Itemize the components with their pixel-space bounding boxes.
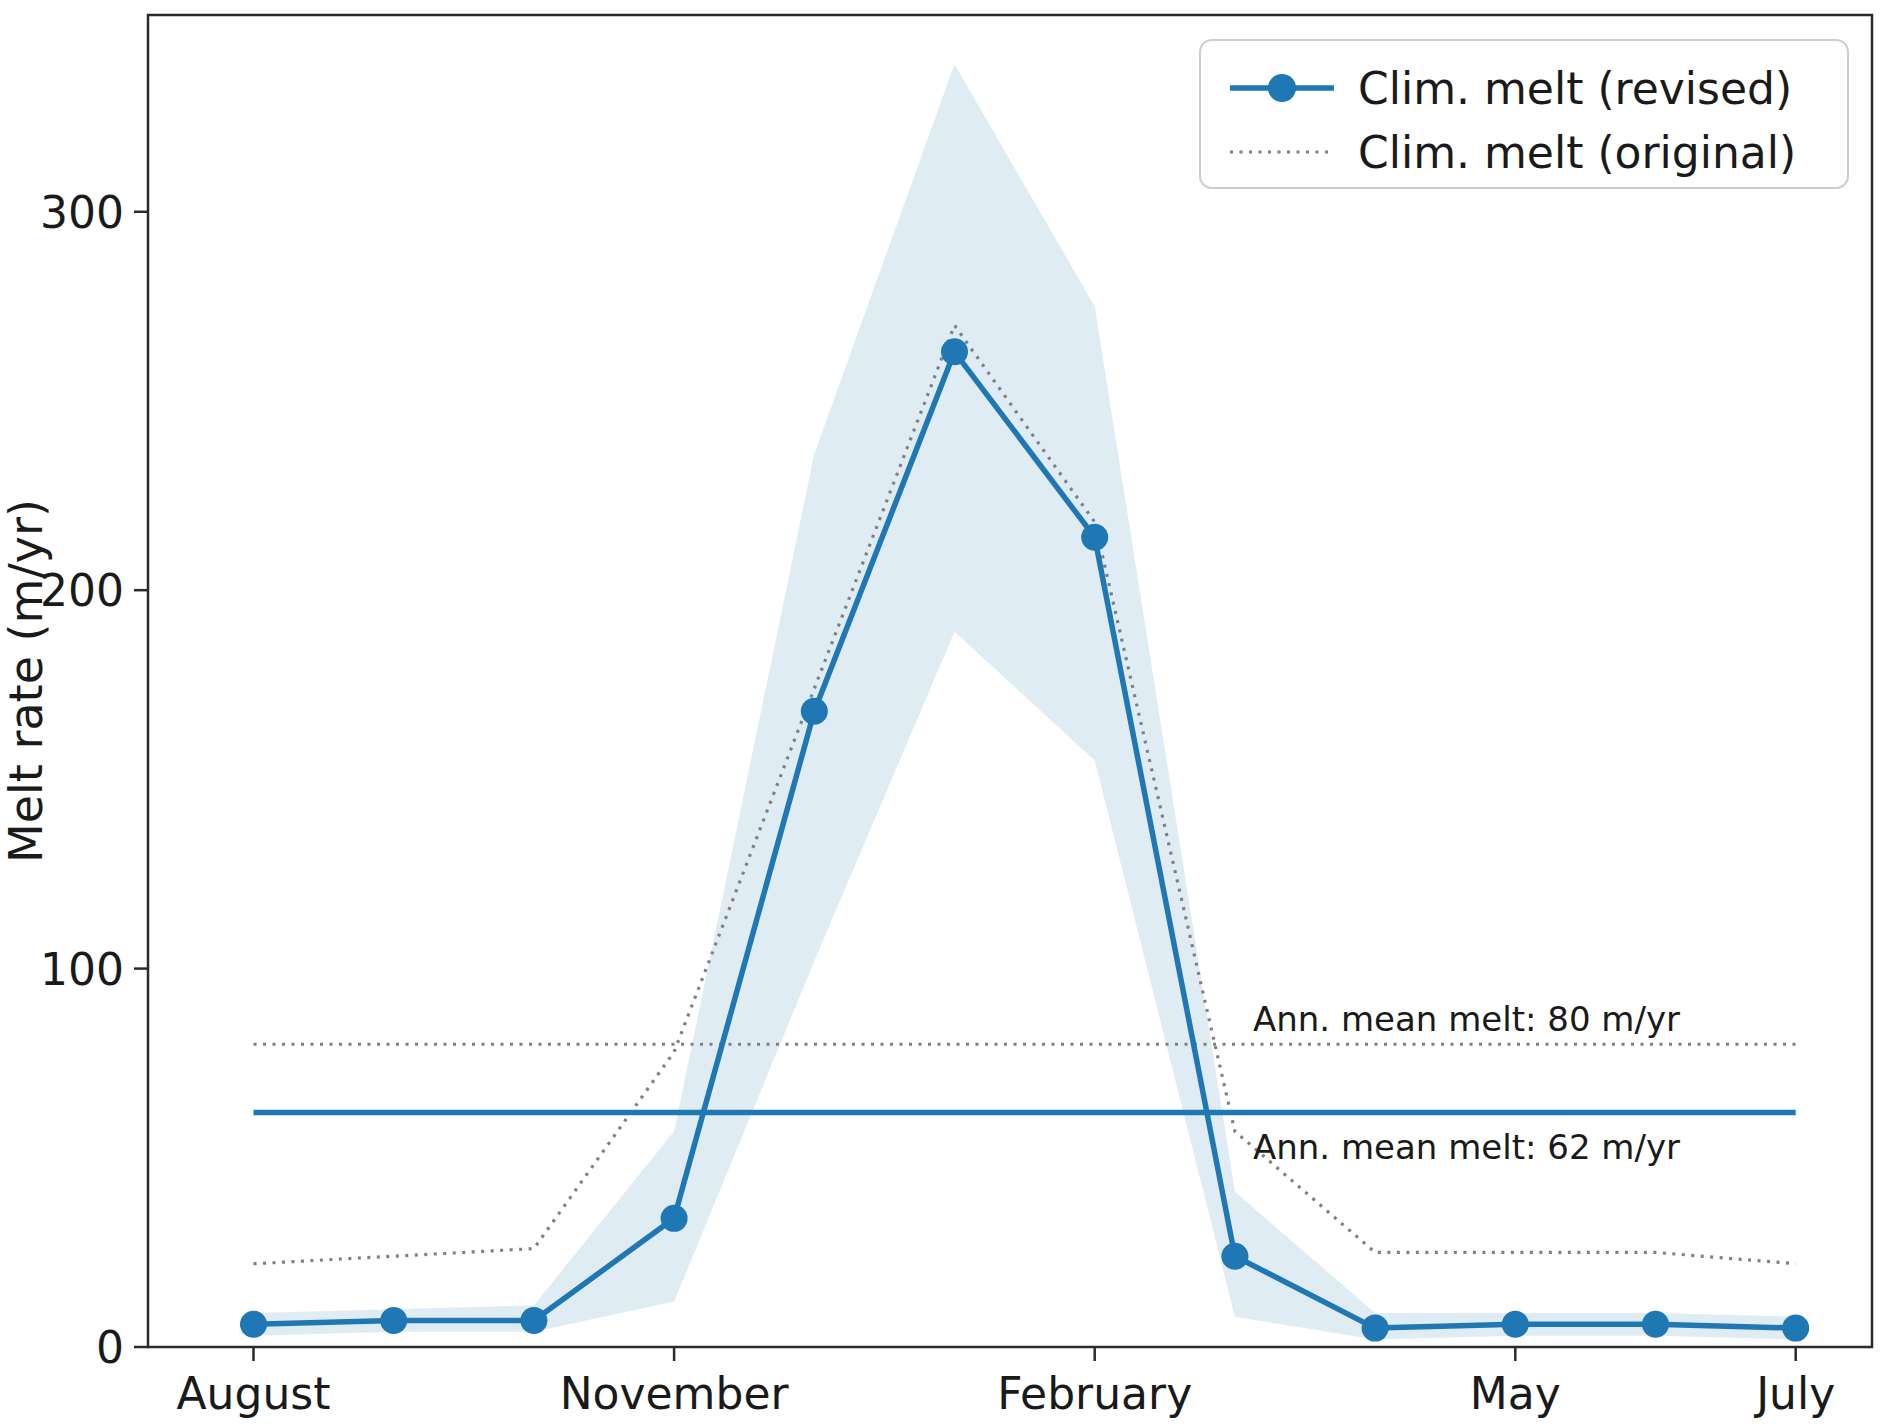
data-point-marker (1782, 1315, 1809, 1342)
y-tick-label: 0 (96, 1322, 124, 1373)
x-tick-label: May (1470, 1368, 1561, 1419)
figure: Ann. mean melt: 80 m/yr Ann. mean melt: 6… (0, 0, 1892, 1425)
legend: Clim. melt (revised) Clim. melt (original… (1200, 40, 1848, 188)
data-point-marker (1081, 524, 1108, 551)
data-point-marker (380, 1307, 407, 1334)
legend-revised-marker-icon (1268, 74, 1296, 102)
x-tick-label: November (560, 1368, 790, 1419)
y-tick-label: 100 (40, 944, 124, 995)
x-tick-label: August (177, 1368, 331, 1419)
x-tick-label: July (1753, 1368, 1835, 1419)
data-point-marker (240, 1311, 267, 1338)
data-point-marker (1502, 1311, 1529, 1338)
data-point-marker (661, 1205, 688, 1232)
mean-melt-62-annotation: Ann. mean melt: 62 m/yr (1253, 1127, 1680, 1167)
legend-original-label: Clim. melt (original) (1358, 127, 1796, 178)
data-point-marker (1642, 1311, 1669, 1338)
data-point-marker (941, 338, 968, 365)
data-point-marker (520, 1307, 547, 1334)
mean-melt-80-annotation: Ann. mean melt: 80 m/yr (1253, 999, 1680, 1039)
legend-revised-label: Clim. melt (revised) (1358, 63, 1792, 114)
y-tick-label: 300 (40, 187, 124, 238)
data-point-marker (1362, 1315, 1389, 1342)
melt-rate-chart: Ann. mean melt: 80 m/yr Ann. mean melt: 6… (0, 0, 1892, 1425)
data-point-marker (1221, 1243, 1248, 1270)
data-point-marker (801, 698, 828, 725)
y-axis-label: Melt rate (m/yr) (0, 499, 53, 863)
x-tick-label: February (997, 1368, 1192, 1419)
